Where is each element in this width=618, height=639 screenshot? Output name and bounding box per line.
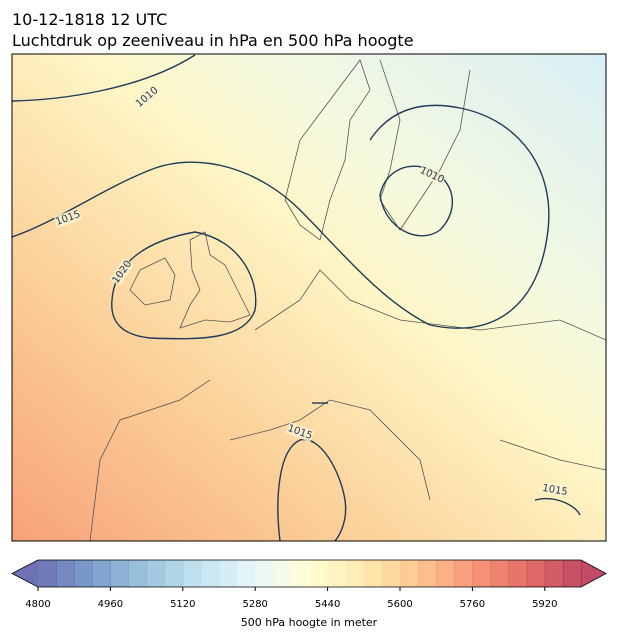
colorbar-label: 500 hPa hoogte in meter: [241, 616, 378, 629]
title: 10-12-1818 12 UTC: [12, 10, 167, 29]
coastline: [179, 231, 251, 329]
colorbar-bin: [363, 560, 383, 587]
colorbar-bin: [490, 560, 510, 587]
isobar: [111, 231, 257, 340]
isobar: [12, 104, 550, 329]
coastline: [379, 59, 471, 231]
isobar-label-bg: [53, 207, 83, 229]
isobar-label-bg: [541, 481, 569, 499]
colorbar-bin: [255, 560, 274, 587]
colorbar-tick-label: 4800: [25, 599, 50, 610]
colorbar-bin: [219, 560, 238, 587]
colorbar-bin: [544, 560, 564, 587]
height-field: [12, 54, 606, 541]
colorbar-tick-label: 5280: [242, 599, 267, 610]
colorbar-bin: [327, 560, 347, 587]
colorbar-tick-label: 4960: [98, 599, 123, 610]
colorbar-tick-label: 5440: [315, 599, 340, 610]
colorbar-tick-label: 5760: [460, 599, 485, 610]
colorbar-extend-high: [581, 560, 606, 587]
colorbar-extend-low: [12, 560, 38, 587]
colorbar-bin: [237, 560, 256, 587]
colorbar-bin: [345, 560, 365, 587]
colorbar-bin: [418, 560, 437, 587]
colorbar-bin: [92, 560, 111, 587]
colorbar-bin: [182, 560, 202, 587]
colorbar-bin: [110, 560, 129, 587]
colorbar-bin: [562, 560, 582, 587]
colorbar-tick-label: 5600: [387, 599, 412, 610]
map-frame: [11, 53, 607, 542]
isobar: [379, 165, 454, 237]
coastline: [89, 269, 606, 541]
isobar-label-bg: [133, 84, 161, 110]
colorbar-bin: [472, 560, 491, 587]
subtitle: Luchtdruk op zeeniveau in hPa en 500 hPa…: [12, 31, 414, 50]
colorbar-bin: [309, 560, 329, 587]
isobar-label: 1015: [541, 483, 568, 498]
colorbar-bin: [38, 560, 57, 587]
map: [12, 54, 606, 541]
colorbar-bin: [526, 560, 546, 587]
colorbar-bin: [291, 560, 310, 587]
isobar: [277, 438, 347, 541]
colorbar-bin: [164, 560, 184, 587]
colorbar-bin: [273, 560, 292, 587]
colorbar-bin: [146, 560, 166, 587]
colorbar-bin: [454, 560, 473, 587]
isobar-label-bg: [109, 257, 135, 287]
colorbar-tick-label: 5120: [170, 599, 195, 610]
coastline: [129, 257, 176, 306]
colorbar-bin: [400, 560, 419, 587]
colorbar-bin: [74, 560, 93, 587]
isobar-label-bg: [417, 164, 447, 186]
colorbar-bin: [56, 560, 75, 587]
colorbar-bin: [200, 560, 220, 587]
colorbar-tick-label: 5920: [532, 599, 557, 610]
isobar: [534, 498, 581, 516]
colorbar-bin: [128, 560, 148, 587]
colorbar-bin: [508, 560, 528, 587]
colorbar-bin: [436, 560, 455, 587]
colorbar-bin: [381, 560, 401, 587]
isobar: [12, 54, 196, 102]
colorbar-outline: [11, 559, 607, 588]
coastline: [284, 59, 371, 241]
isobar-label-bg: [285, 421, 315, 443]
